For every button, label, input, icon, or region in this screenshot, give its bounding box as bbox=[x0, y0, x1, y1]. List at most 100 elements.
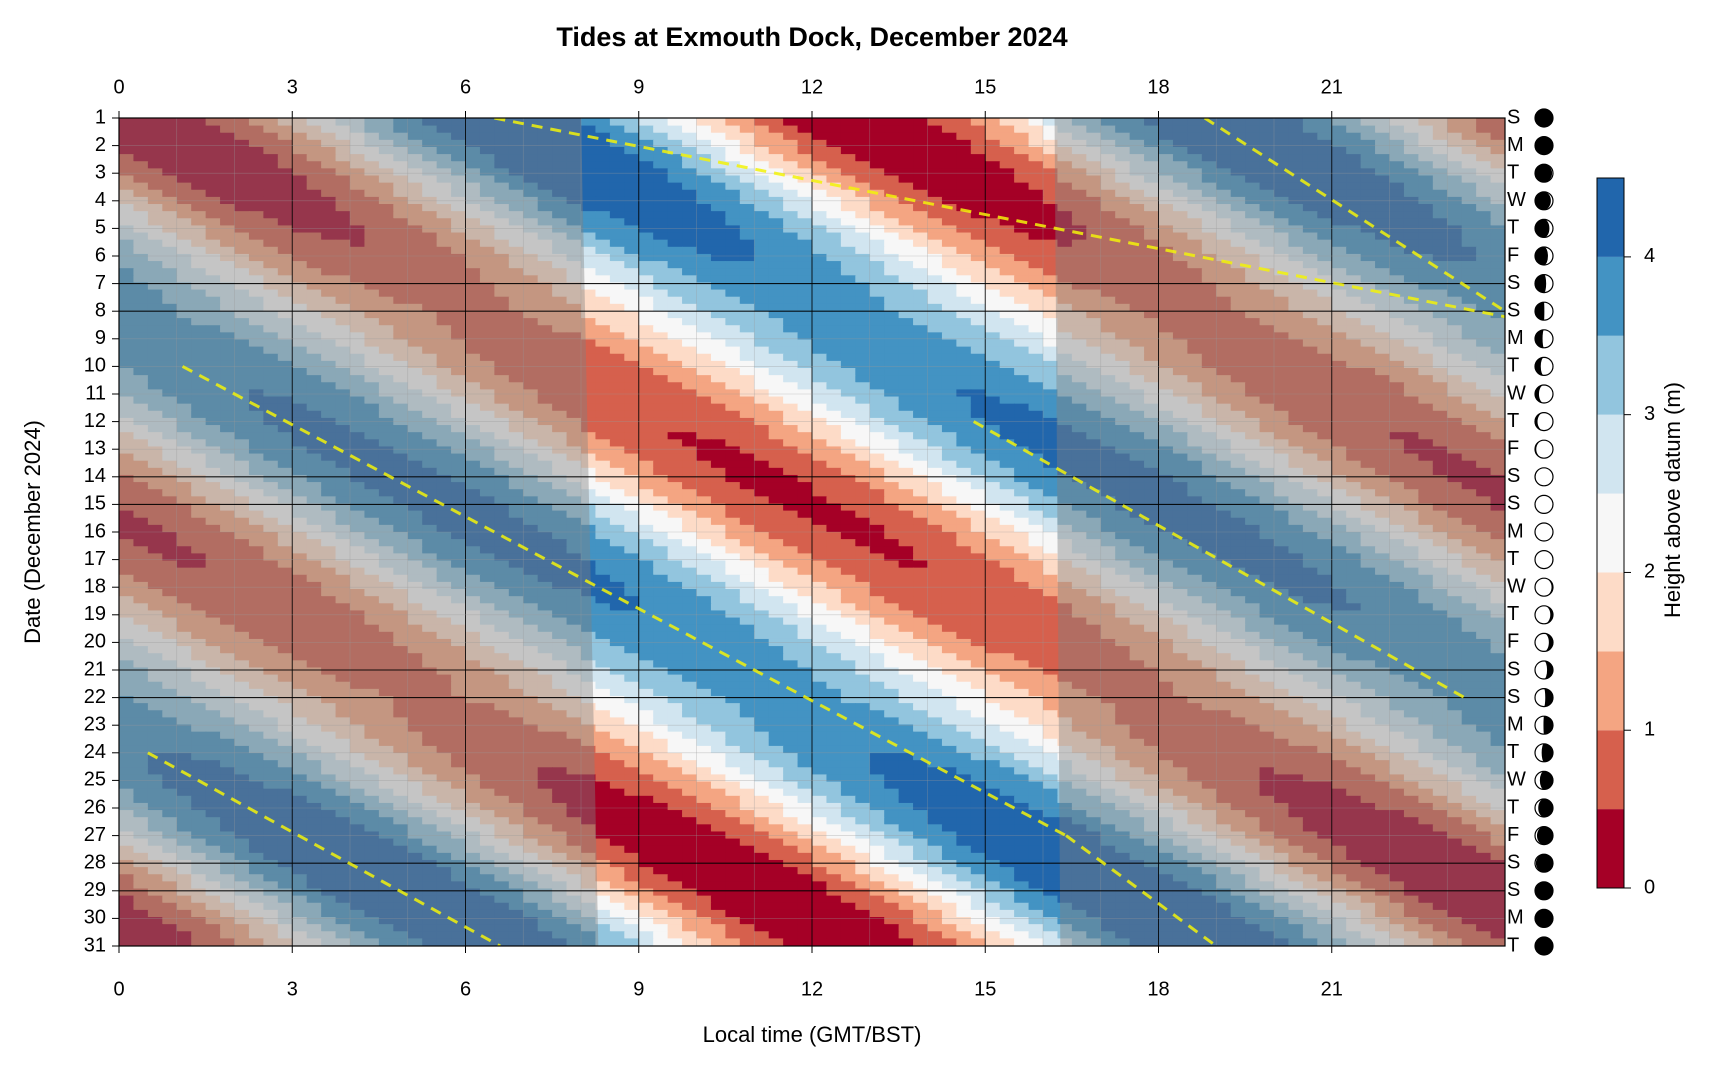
heat-cell bbox=[436, 161, 452, 169]
heat-cell bbox=[783, 189, 799, 198]
heat-cell bbox=[379, 104, 394, 112]
heat-cell bbox=[1216, 146, 1232, 155]
heat-cell bbox=[1288, 189, 1304, 198]
heat-cell bbox=[768, 182, 784, 191]
heat-cell bbox=[1187, 161, 1203, 169]
heat-cell bbox=[407, 225, 423, 234]
heat-cell bbox=[913, 410, 929, 419]
heat-cell bbox=[783, 382, 799, 390]
heat-cell bbox=[479, 232, 495, 241]
heat-cell bbox=[826, 289, 842, 298]
heat-cell bbox=[624, 253, 640, 262]
heat-cell bbox=[797, 182, 813, 191]
heat-cell bbox=[1216, 282, 1232, 291]
heat-cell bbox=[1360, 239, 1376, 248]
heat-cell bbox=[1230, 275, 1246, 284]
heat-cell bbox=[855, 410, 871, 419]
heat-cell bbox=[985, 453, 1001, 462]
heat-cell bbox=[826, 389, 842, 398]
heat-cell bbox=[999, 289, 1015, 298]
heat-cell bbox=[1346, 182, 1362, 191]
heat-cell bbox=[869, 453, 885, 462]
heat-cell bbox=[783, 425, 799, 433]
heat-cell bbox=[682, 182, 698, 191]
heat-cell bbox=[407, 268, 423, 276]
heat-cell bbox=[667, 275, 683, 284]
heat-cell bbox=[855, 253, 871, 262]
heat-cell bbox=[306, 125, 322, 134]
heat-cell bbox=[350, 139, 366, 148]
heat-cell bbox=[1360, 253, 1376, 262]
heat-cell bbox=[667, 118, 683, 127]
heat-cell bbox=[970, 318, 986, 326]
heat-cell bbox=[1259, 253, 1275, 262]
heat-cell bbox=[1274, 175, 1290, 184]
heat-cell bbox=[624, 339, 640, 348]
heat-cell bbox=[869, 467, 885, 476]
heat-cell bbox=[566, 175, 582, 184]
heat-cell bbox=[595, 218, 611, 227]
heat-cell bbox=[999, 125, 1015, 134]
heat-cell bbox=[682, 368, 698, 376]
heat-cell bbox=[1115, 253, 1131, 262]
heat-cell bbox=[710, 282, 726, 291]
heat-cell bbox=[147, 146, 163, 155]
heat-cell bbox=[234, 139, 250, 148]
heat-cell bbox=[1288, 161, 1304, 169]
heat-cell bbox=[1144, 175, 1160, 184]
heat-cell bbox=[927, 204, 943, 212]
heat-cell bbox=[335, 204, 351, 212]
heat-cell bbox=[1476, 118, 1492, 127]
heat-cell bbox=[1432, 218, 1448, 227]
heat-cell bbox=[220, 282, 236, 291]
heat-cell bbox=[898, 382, 914, 390]
heat-cell bbox=[1346, 161, 1362, 169]
heat-cell bbox=[451, 225, 467, 234]
heat-cell bbox=[1043, 325, 1059, 333]
heat-cell bbox=[1028, 239, 1044, 248]
heat-cell bbox=[566, 204, 582, 212]
heat-cell bbox=[1490, 211, 1505, 219]
heat-cell bbox=[913, 325, 929, 333]
heat-cell bbox=[234, 154, 250, 162]
heat-cell bbox=[898, 261, 914, 269]
heat-cell bbox=[710, 346, 726, 355]
heat-cell bbox=[682, 446, 698, 455]
heat-cell bbox=[696, 360, 712, 369]
heat-cell bbox=[739, 232, 755, 241]
heat-cell bbox=[682, 425, 698, 433]
heat-cell bbox=[537, 239, 553, 248]
heat-cell bbox=[913, 310, 929, 319]
heat-cell bbox=[999, 460, 1015, 469]
heat-cell bbox=[306, 182, 322, 191]
heat-cell bbox=[725, 132, 741, 141]
heat-cell bbox=[754, 360, 770, 369]
heat-cell bbox=[711, 104, 726, 112]
heat-cell bbox=[1028, 432, 1044, 440]
heat-cell bbox=[739, 375, 755, 383]
heat-cell bbox=[335, 225, 351, 234]
heat-cell bbox=[378, 154, 394, 162]
heat-cell bbox=[624, 168, 640, 177]
heat-cell bbox=[378, 275, 394, 284]
heat-cell bbox=[248, 132, 264, 141]
heat-cell bbox=[234, 125, 250, 134]
heat-cell bbox=[494, 211, 510, 219]
heat-cell bbox=[1187, 275, 1203, 284]
heat-cell bbox=[1230, 118, 1246, 127]
heat-cell bbox=[1331, 161, 1347, 169]
heat-cell bbox=[624, 325, 640, 333]
heat-cell bbox=[133, 189, 149, 198]
heat-cell bbox=[119, 154, 135, 162]
heat-cell bbox=[119, 139, 135, 148]
heat-cell bbox=[667, 325, 683, 333]
heat-cell bbox=[1201, 182, 1217, 191]
heat-cell bbox=[407, 253, 423, 262]
heat-cell bbox=[797, 360, 813, 369]
heat-cell bbox=[393, 139, 409, 148]
heat-cell bbox=[913, 318, 929, 326]
heat-cell bbox=[436, 132, 452, 141]
heat-cell bbox=[378, 146, 394, 155]
heat-cell bbox=[378, 168, 394, 177]
heat-cell bbox=[999, 446, 1015, 455]
